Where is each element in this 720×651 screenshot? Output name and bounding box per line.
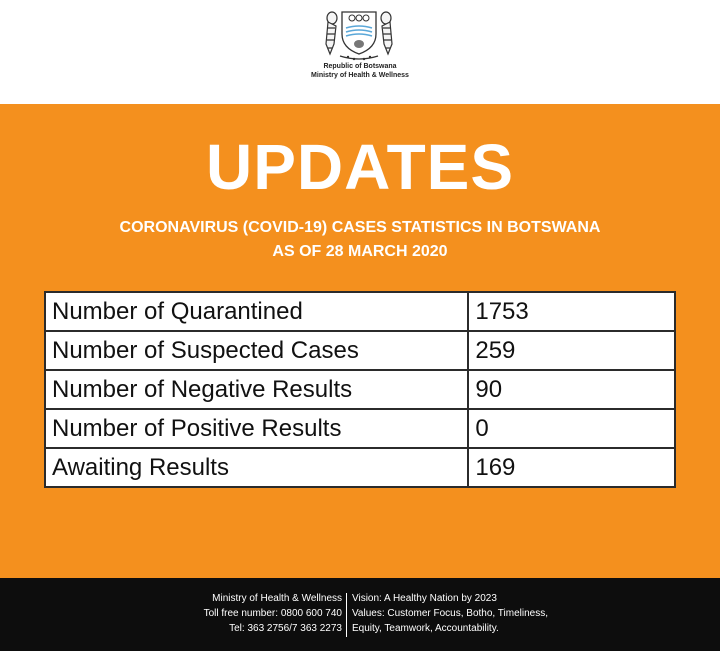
row-value: 90 (467, 369, 676, 410)
footer-ministry: Ministry of Health & Wellness (212, 593, 342, 604)
row-value: 169 (467, 447, 676, 488)
header: Republic of Botswana Ministry of Health … (0, 0, 720, 104)
row-value: 1753 (467, 291, 676, 332)
footer-vision-line: Vision: A Healthy Nation by 2023 (352, 593, 497, 604)
page-title: UPDATES (205, 131, 515, 203)
row-label: Number of Quarantined (43, 291, 470, 332)
footer-divider (346, 593, 347, 637)
footer-toll-free: Toll free number: 0800 600 740 (203, 608, 342, 619)
table-row: Number of Positive Results 0 (43, 408, 676, 449)
row-label: Awaiting Results (43, 447, 470, 488)
subtitle-line-1: CORONAVIRUS (COVID-19) CASES STATISTICS … (119, 219, 601, 236)
statistics-table: Number of Quarantined 1753 Number of Sus… (43, 291, 676, 488)
ministry-name: Ministry of Health & Wellness (311, 72, 409, 79)
footer-vision: Vision: A Healthy Nation by 2023 Values:… (352, 591, 548, 636)
botswana-coat-of-arms-icon (325, 11, 393, 61)
subtitle-line-2: AS OF 28 MARCH 2020 (272, 243, 448, 260)
table-row: Number of Suspected Cases 259 (43, 330, 676, 371)
footer-telephone: Tel: 363 2756/7 363 2273 (229, 623, 342, 634)
row-value: 0 (467, 408, 676, 449)
footer-values-line-1: Values: Customer Focus, Botho, Timelines… (352, 608, 549, 619)
coat-caption: Republic of Botswana Ministry of Health … (0, 62, 720, 80)
row-label: Number of Suspected Cases (43, 330, 470, 371)
table-row: Awaiting Results 169 (43, 447, 676, 488)
subtitle: CORONAVIRUS (COVID-19) CASES STATISTICS … (0, 216, 720, 264)
footer-contact: Ministry of Health & Wellness Toll free … (204, 591, 342, 636)
row-label: Number of Negative Results (43, 369, 470, 410)
footer: Ministry of Health & Wellness Toll free … (0, 578, 720, 651)
table-row: Number of Negative Results 90 (43, 369, 676, 410)
table-row: Number of Quarantined 1753 (43, 291, 676, 332)
row-value: 259 (467, 330, 676, 371)
updates-panel: UPDATES CORONAVIRUS (COVID-19) CASES STA… (0, 104, 720, 578)
footer-values-line-2: Equity, Teamwork, Accountability. (352, 623, 499, 634)
country-name: Republic of Botswana (323, 63, 397, 70)
row-label: Number of Positive Results (43, 408, 470, 449)
